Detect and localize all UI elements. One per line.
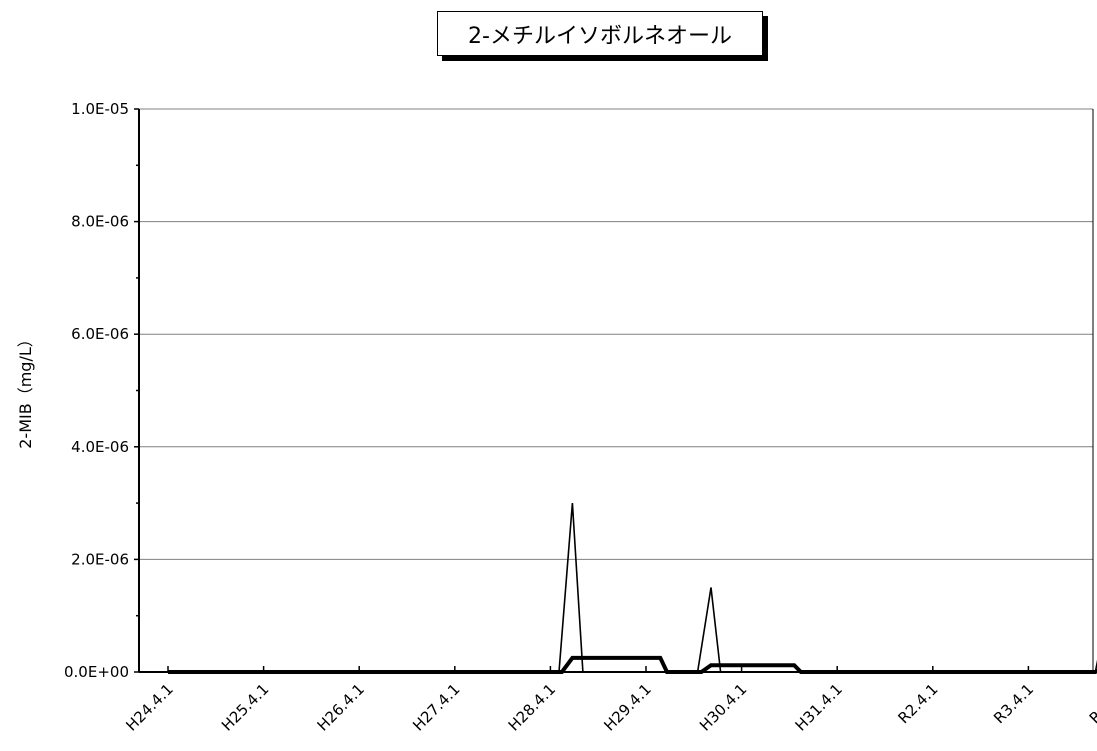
x-tick-label: H25.4.1 [218,680,272,734]
y-tick-label: 0.0E+00 [64,663,129,681]
x-tick-label: H26.4.1 [314,680,368,734]
x-tick-label: R3.4.1 [990,680,1037,727]
y-ticks: 0.0E+00 2.0E-06 4.0E-06 6.0E-06 8.0E-06 1.0E-… [64,100,139,681]
series-line-2 [168,655,1097,674]
series-group [168,503,1097,674]
chart-title-text: 2-メチルイソボルネオール [468,23,732,49]
y-tick-label: 4.0E-06 [71,438,129,456]
x-tick-label: H30.4.1 [696,680,750,734]
series-line-1 [168,503,1097,673]
x-ticks: H24.4.1 H25.4.1 H26.4.1 H27.4.1 H28.4.1 H29.4… [122,666,1097,735]
y-tick-label: 2.0E-06 [71,550,129,568]
x-tick-label: H29.4.1 [600,680,654,734]
x-tick-label: H24.4.1 [122,680,176,734]
y-axis-label: 2-MIB（mg/L） [16,331,35,449]
y-tick-label: 8.0E-06 [71,213,129,231]
x-tick-label: H31.4.1 [792,680,846,734]
chart-title: 2-メチルイソボルネオール [437,11,763,56]
x-tick-label: H27.4.1 [409,680,463,734]
grid-lines [139,108,1093,560]
y-tick-label: 1.0E-05 [71,100,129,118]
x-tick-label: H28.4.1 [505,680,559,734]
x-tick-label: R4.4.1 [1086,680,1097,727]
x-tick-label: R2.4.1 [895,680,942,727]
y-tick-label: 6.0E-06 [71,325,129,343]
